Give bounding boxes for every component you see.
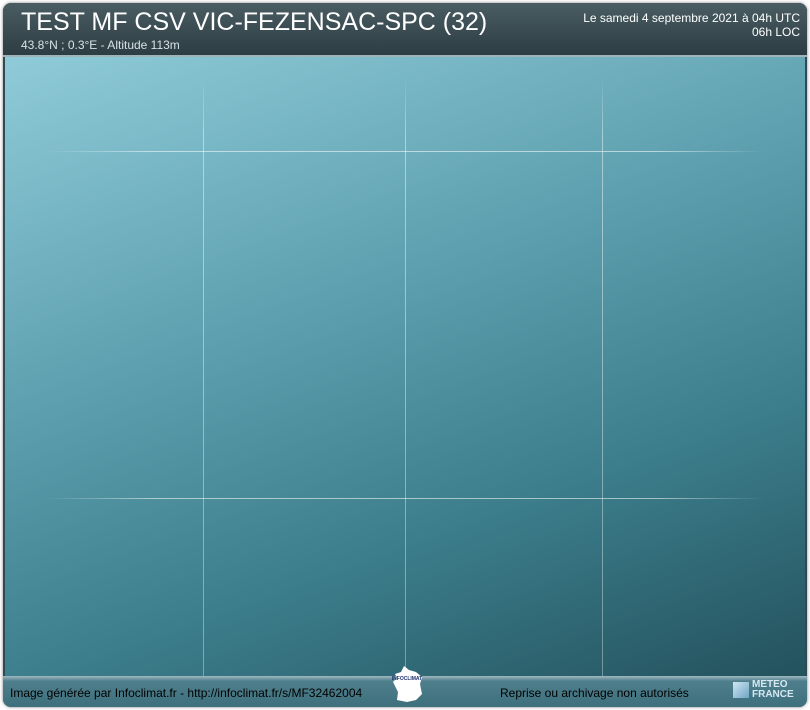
header: TEST MF CSV VIC-FEZENSAC-SPC (32) 43.8°N… (3, 3, 807, 57)
station-title: TEST MF CSV VIC-FEZENSAC-SPC (32) (21, 8, 488, 36)
weather-card: TEST MF CSV VIC-FEZENSAC-SPC (32) 43.8°N… (3, 3, 807, 707)
grid-line-horizontal (45, 498, 765, 499)
grid-line-vertical (405, 77, 406, 676)
date-time: Le samedi 4 septembre 2021 à 04h UTC 06h… (583, 11, 800, 39)
grid-line-vertical (602, 77, 603, 676)
infoclimat-france-logo: INFOCLIMAT (392, 666, 422, 702)
date-utc: Le samedi 4 septembre 2021 à 04h UTC (583, 11, 800, 25)
meteo-france-logo: METEO FRANCE (733, 680, 797, 704)
footer: INFOCLIMAT Image générée par Infoclimat.… (3, 666, 807, 707)
meteo-france-logo-text: METEO FRANCE (752, 679, 794, 700)
grid-line-vertical (203, 77, 204, 676)
meteo-france-logo-icon (733, 682, 749, 698)
infoclimat-logo-text: INFOCLIMAT (392, 676, 422, 682)
rights-text: Reprise ou archivage non autorisés (500, 686, 689, 700)
credit-text: Image générée par Infoclimat.fr - http:/… (10, 686, 363, 700)
time-local: 06h LOC (751, 25, 800, 39)
station-coords: 43.8°N ; 0.3°E - Altitude 113m (21, 38, 180, 52)
grid-line-horizontal (45, 151, 765, 152)
plot-area (5, 57, 805, 676)
